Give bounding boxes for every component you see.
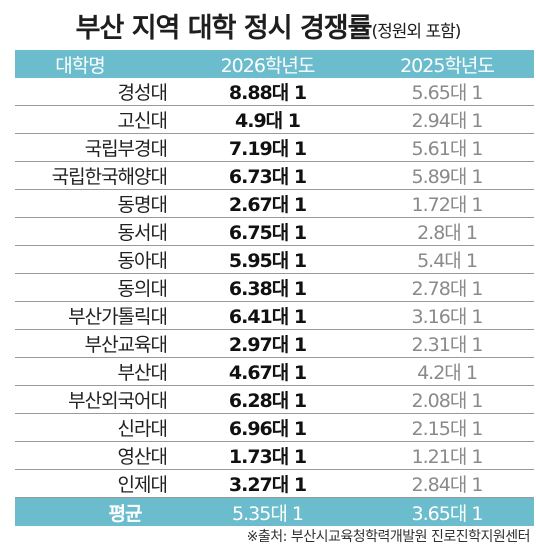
university-name: 동서대 [117, 222, 168, 244]
rate-2026: 6.41대 1 [228, 306, 307, 328]
university-name: 신라대 [117, 418, 168, 440]
column-header-2026: 2026학년도 [220, 54, 316, 77]
rate-2025: 2.08대 1 [411, 390, 484, 412]
table-row: 부산외국어대 6.28대 1 2.08대 1 [15, 386, 534, 414]
university-name: 부산교육대 [84, 334, 168, 356]
rate-2025: 1.21대 1 [411, 446, 484, 468]
table-row: 영산대 1.73대 1 1.21대 1 [15, 442, 534, 470]
title-subtitle: (정원외 포함) [371, 22, 461, 42]
table-row: 동의대 6.38대 1 2.78대 1 [15, 274, 534, 302]
rate-2025: 2.31대 1 [411, 334, 484, 356]
rate-2026: 6.75대 1 [228, 222, 307, 244]
table-row: 부산가톨릭대 6.41대 1 3.16대 1 [15, 302, 534, 330]
average-2025: 3.65대 1 [411, 502, 484, 525]
table-row: 국립한국해양대 6.73대 1 5.89대 1 [15, 162, 534, 190]
university-name: 부산외국어대 [68, 390, 168, 412]
table-row: 부산교육대 2.97대 1 2.31대 1 [15, 330, 534, 358]
university-name: 경성대 [117, 82, 168, 104]
university-name: 동의대 [117, 278, 168, 300]
rate-2026: 2.97대 1 [228, 334, 307, 356]
university-name: 부산가톨릭대 [68, 306, 168, 328]
rate-2026: 6.38대 1 [228, 278, 307, 300]
rate-2025: 2.94대 1 [411, 110, 484, 132]
table-footer-average: 평균 5.35대 1 3.65대 1 [15, 498, 534, 526]
rate-2026: 6.28대 1 [228, 390, 307, 412]
rate-2026: 7.19대 1 [228, 138, 307, 160]
column-header-university: 대학명 [55, 54, 105, 77]
rate-2025: 5.89대 1 [411, 166, 484, 188]
university-name: 국립부경대 [84, 138, 168, 160]
university-name: 국립한국해양대 [51, 166, 168, 188]
rate-2026: 2.67대 1 [228, 194, 307, 216]
rate-2025: 2.8대 1 [417, 222, 478, 244]
university-name: 동아대 [117, 250, 168, 272]
rate-2026: 1.73대 1 [228, 446, 307, 468]
rate-2025: 1.72대 1 [411, 194, 484, 216]
average-2026: 5.35대 1 [232, 502, 304, 525]
rate-2025: 2.84대 1 [411, 474, 484, 496]
column-header-2025: 2025학년도 [400, 54, 495, 77]
title-main: 부산 지역 대학 정시 경쟁률 [75, 13, 373, 44]
table-row: 인제대 3.27대 1 2.84대 1 [15, 470, 534, 498]
university-name: 영산대 [117, 446, 168, 468]
rate-2025: 5.4대 1 [417, 250, 478, 272]
rate-2025: 2.78대 1 [411, 278, 484, 300]
table-row: 국립부경대 7.19대 1 5.61대 1 [15, 134, 534, 162]
table-body: 경성대 8.88대 1 5.65대 1 고신대 4.9대 1 2.94대 1 국립부경대 7.… [15, 78, 534, 498]
rate-2026: 6.96대 1 [228, 418, 307, 440]
rate-2026: 6.73대 1 [228, 166, 307, 188]
average-label: 평균 [108, 502, 143, 525]
table-row: 동아대 5.95대 1 5.4대 1 [15, 246, 534, 274]
table-row: 고신대 4.9대 1 2.94대 1 [15, 106, 534, 134]
rate-2025: 4.2대 1 [417, 362, 478, 384]
table-header: 대학명 2026학년도 2025학년도 [15, 50, 534, 78]
rate-2025: 5.61대 1 [411, 138, 484, 160]
rate-2026: 4.9대 1 [235, 110, 301, 132]
page-title: 부산 지역 대학 정시 경쟁률(정원외 포함) [0, 6, 536, 45]
table-row: 신라대 6.96대 1 2.15대 1 [15, 414, 534, 442]
rate-2025: 2.15대 1 [411, 418, 484, 440]
competition-rate-table: 대학명 2026학년도 2025학년도 경성대 8.88대 1 5.65대 1 고신대… [15, 50, 534, 526]
rate-2026: 3.27대 1 [228, 474, 307, 496]
rate-2025: 3.16대 1 [411, 306, 484, 328]
rate-2026: 8.88대 1 [228, 82, 307, 104]
university-name: 고신대 [117, 110, 168, 132]
source-note: ※출처: 부산시교육청학력개발원 진로진학지원센터 [246, 529, 531, 545]
table-row: 동서대 6.75대 1 2.8대 1 [15, 218, 534, 246]
table-row: 경성대 8.88대 1 5.65대 1 [15, 78, 534, 106]
table-row: 동명대 2.67대 1 1.72대 1 [15, 190, 534, 218]
rate-2025: 5.65대 1 [411, 82, 484, 104]
university-name: 인제대 [117, 474, 168, 496]
table-row: 부산대 4.67대 1 4.2대 1 [15, 358, 534, 386]
rate-2026: 4.67대 1 [228, 362, 307, 384]
rate-2026: 5.95대 1 [228, 250, 307, 272]
university-name: 동명대 [117, 194, 168, 216]
university-name: 부산대 [117, 362, 168, 384]
